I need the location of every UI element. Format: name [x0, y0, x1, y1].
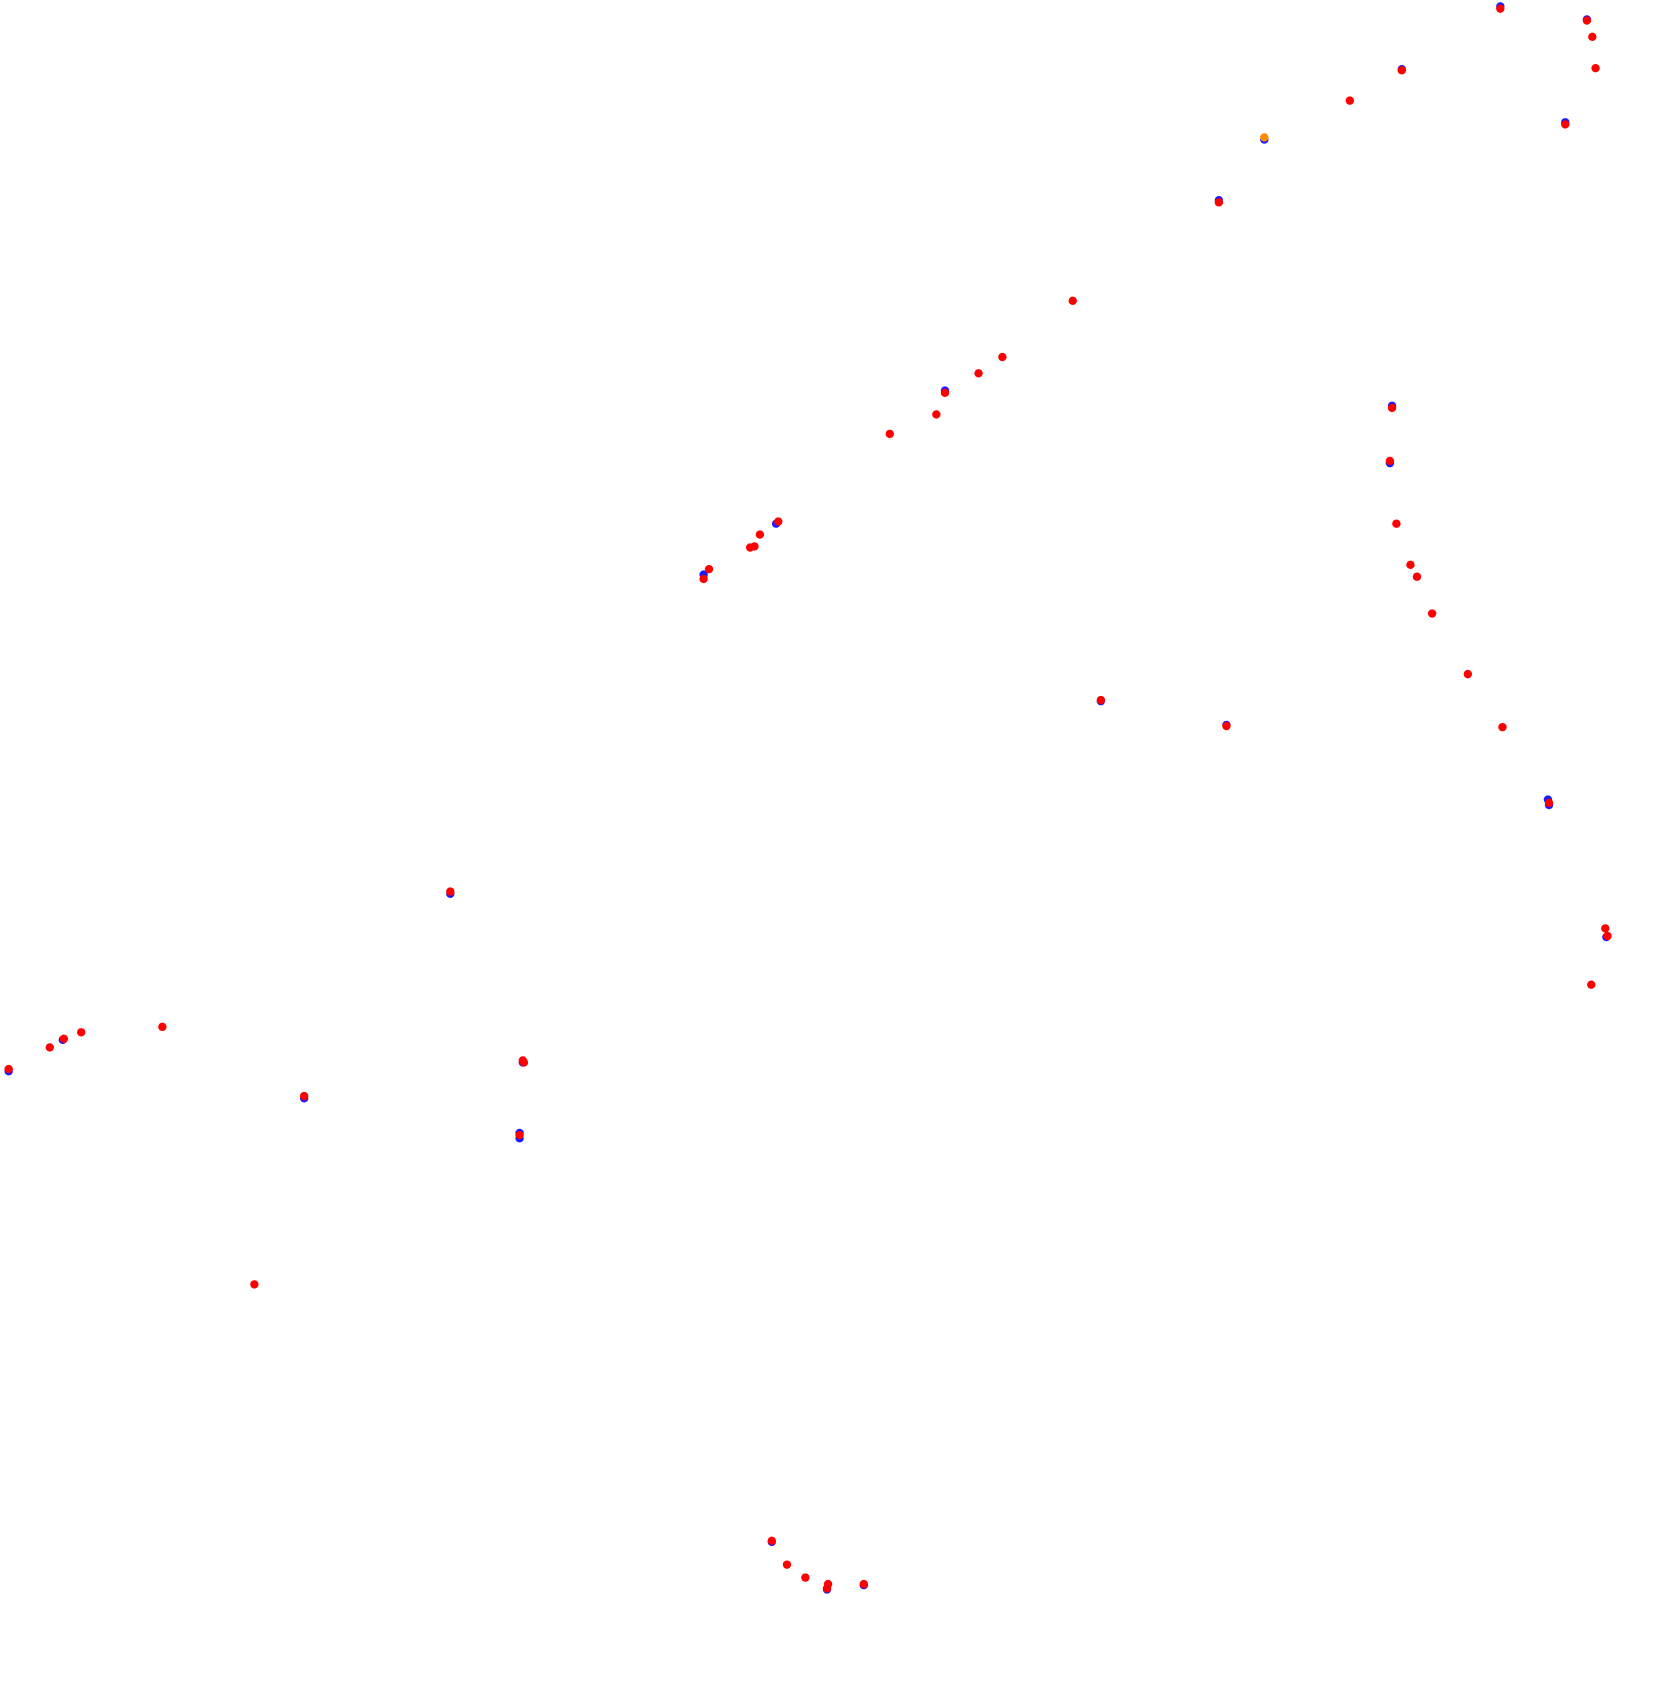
- point: [932, 410, 941, 419]
- point: [859, 1579, 869, 1589]
- point: [1496, 4, 1505, 13]
- point: [801, 1573, 810, 1582]
- point: [45, 1043, 54, 1052]
- point: [299, 1091, 309, 1101]
- point: [1582, 16, 1592, 25]
- point: [515, 1130, 524, 1140]
- point: [1385, 456, 1395, 466]
- point: [940, 388, 950, 397]
- point: [76, 1028, 86, 1037]
- point: [745, 543, 755, 552]
- point: [1214, 198, 1224, 207]
- point: [1392, 519, 1401, 528]
- point: [822, 1584, 832, 1593]
- point: [1463, 669, 1473, 679]
- point: [1068, 296, 1077, 306]
- point: [782, 1560, 792, 1569]
- point: [1603, 931, 1612, 941]
- point: [974, 369, 983, 378]
- point: [1544, 798, 1554, 808]
- point: [704, 564, 714, 574]
- point: [250, 1280, 259, 1289]
- point: [1222, 721, 1231, 731]
- point: [774, 517, 783, 526]
- point: [4, 1064, 13, 1074]
- point: [1412, 572, 1422, 581]
- point: [1345, 96, 1355, 105]
- point: [158, 1022, 167, 1032]
- point: [1260, 133, 1269, 142]
- point: [519, 1058, 529, 1067]
- point: [998, 352, 1007, 362]
- point: [1427, 609, 1437, 618]
- point: [1397, 66, 1407, 75]
- point: [1587, 980, 1596, 989]
- point: [1588, 32, 1597, 41]
- point: [1591, 63, 1600, 73]
- point: [767, 1536, 777, 1546]
- point: [1561, 120, 1570, 129]
- point: [1406, 560, 1415, 570]
- point: [1387, 403, 1397, 413]
- point: [885, 429, 894, 439]
- point: [1096, 695, 1106, 705]
- point: [1601, 924, 1610, 933]
- point: [59, 1034, 69, 1043]
- point: [699, 574, 708, 584]
- point: [446, 887, 455, 896]
- point: [1498, 722, 1507, 732]
- point: [755, 530, 765, 539]
